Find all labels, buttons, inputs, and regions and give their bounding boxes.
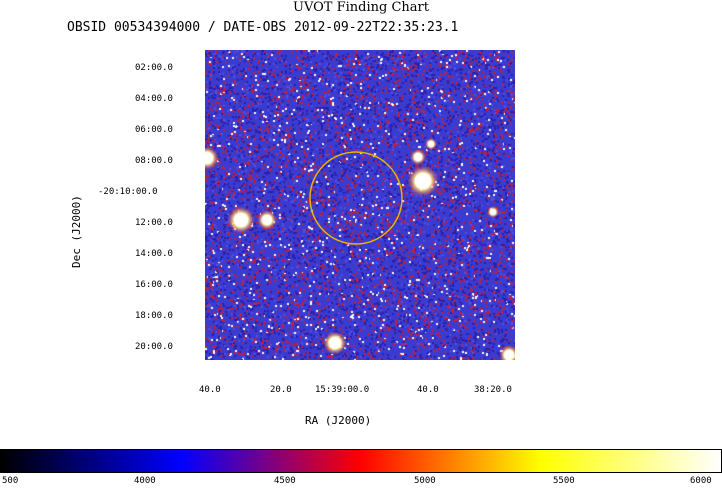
y-tick: 12:00.0	[135, 218, 173, 228]
colorbar-tick: 6000	[690, 476, 712, 486]
y-tick: -20:10:00.0	[98, 187, 158, 197]
colorbar	[0, 449, 722, 473]
y-axis-label: Dec (J2000)	[70, 195, 83, 268]
chart-subtitle: OBSID 00534394000 / DATE-OBS 2012-09-22T…	[67, 20, 459, 35]
x-tick: 20.0	[270, 385, 292, 395]
colorbar-tick: 500	[2, 476, 19, 486]
chart-title: UVOT Finding Chart	[293, 0, 429, 15]
x-tick: 38:20.0	[474, 385, 512, 395]
colorbar-tick: 5500	[553, 476, 575, 486]
y-tick: 06:00.0	[135, 125, 173, 135]
y-tick: 14:00.0	[135, 249, 173, 259]
y-tick: 02:00.0	[135, 63, 173, 73]
colorbar-tick: 5000	[414, 476, 436, 486]
colorbar-tick: 4000	[134, 476, 156, 486]
sky-image-canvas	[205, 50, 515, 360]
source-circle	[309, 151, 403, 245]
overlay-svg	[309, 151, 403, 245]
x-tick: 15:39:00.0	[315, 385, 370, 395]
colorbar-tick: 4500	[274, 476, 296, 486]
sky-image[interactable]	[205, 50, 515, 360]
y-tick: 08:00.0	[135, 156, 173, 166]
y-tick: 16:00.0	[135, 280, 173, 290]
x-tick: 40.0	[199, 385, 221, 395]
x-axis-label: RA (J2000)	[305, 414, 372, 427]
y-tick: 04:00.0	[135, 94, 173, 104]
y-tick: 20:00.0	[135, 342, 173, 352]
y-tick: 18:00.0	[135, 311, 173, 321]
x-tick: 40.0	[417, 385, 439, 395]
